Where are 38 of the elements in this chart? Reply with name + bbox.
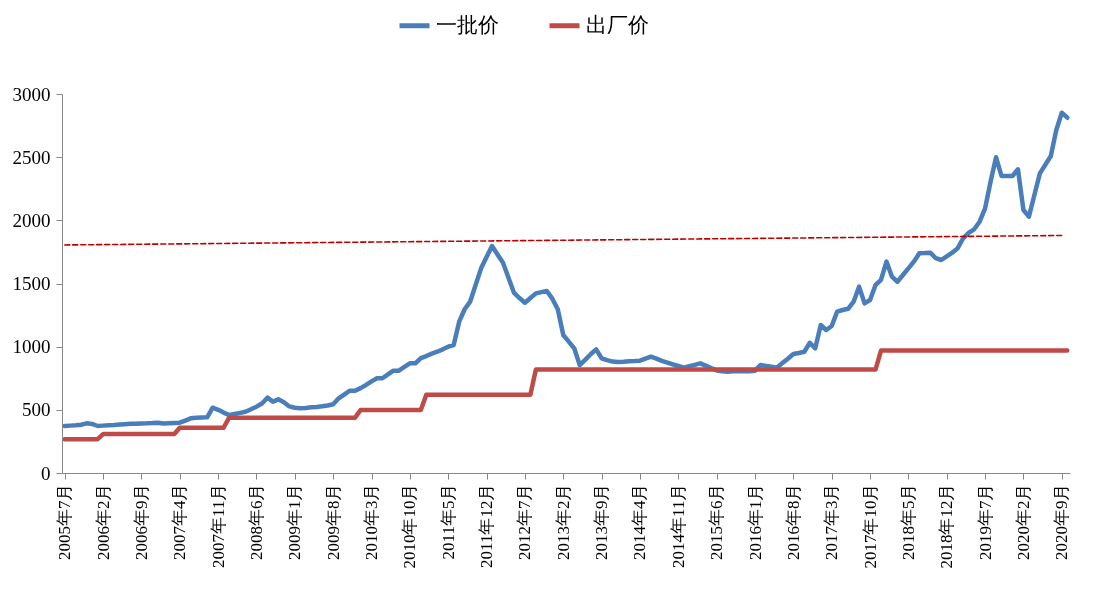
x-tick-label: 2006年9月 — [131, 483, 151, 560]
x-tick-label: 2007年11月 — [208, 483, 228, 568]
x-tick-label: 2009年8月 — [323, 483, 343, 560]
y-tick-label: 500 — [22, 399, 51, 421]
x-tick-label: 2009年1月 — [285, 483, 305, 560]
x-tick-label: 2016年8月 — [783, 483, 803, 560]
x-tick-label: 2007年4月 — [170, 483, 190, 560]
y-tick-label: 1500 — [12, 273, 51, 294]
y-tick-label: 3000 — [12, 83, 51, 105]
x-tick-label: 2012年7月 — [515, 483, 535, 560]
x-tick-label: 2015年6月 — [707, 483, 727, 560]
x-tick-label: 2006年2月 — [93, 483, 113, 560]
line-series — [62, 348, 1070, 442]
x-tick-label: 2014年4月 — [630, 483, 650, 560]
x-tick-label: 2011年5月 — [438, 483, 458, 560]
legend-label: 一批价 — [436, 12, 499, 37]
y-tick-label: 1000 — [12, 336, 51, 358]
line-series — [62, 110, 1070, 429]
x-tick-label: 2010年3月 — [362, 483, 382, 560]
x-tick-label: 2013年2月 — [553, 483, 573, 560]
x-tick-label: 2018年5月 — [898, 483, 918, 560]
x-tick-label: 2013年9月 — [592, 483, 612, 560]
y-tick-label: 2500 — [12, 146, 51, 168]
x-tick-label: 2020年9月 — [1052, 483, 1072, 560]
x-tick-label: 2005年7月 — [55, 483, 75, 560]
x-tick-label: 2016年1月 — [745, 483, 765, 560]
y-tick-label: 0 — [41, 462, 51, 484]
x-tick-label: 2017年3月 — [822, 483, 842, 560]
x-tick-label: 2010年10月 — [400, 483, 420, 569]
x-tick-label: 2011年12月 — [477, 483, 497, 568]
x-tick-label: 2017年10月 — [860, 483, 880, 569]
x-tick-label: 2008年6月 — [246, 483, 266, 560]
x-tick-label: 2020年2月 — [1013, 483, 1033, 560]
legend-label: 出厂价 — [586, 12, 649, 37]
x-tick-label: 2019年7月 — [975, 483, 995, 560]
y-tick-label: 2000 — [12, 209, 51, 231]
x-tick-label: 2018年12月 — [937, 483, 957, 569]
x-tick-label: 2014年11月 — [668, 483, 688, 568]
